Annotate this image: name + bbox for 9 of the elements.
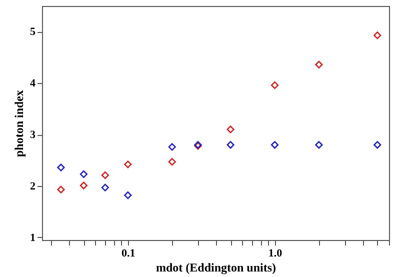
y-tick-label: 1 [30,232,36,244]
y-tick-label: 3 [30,129,36,142]
y-axis-title: photon index [12,90,26,158]
x-tick-label: 0.1 [122,248,136,260]
x-axis-title: mdot (Eddington units) [156,260,276,274]
y-tick-label: 4 [30,78,36,90]
y-tick-label: 2 [30,180,36,192]
y-tick-label: 5 [30,26,36,38]
x-tick-label: 1.0 [268,248,283,260]
